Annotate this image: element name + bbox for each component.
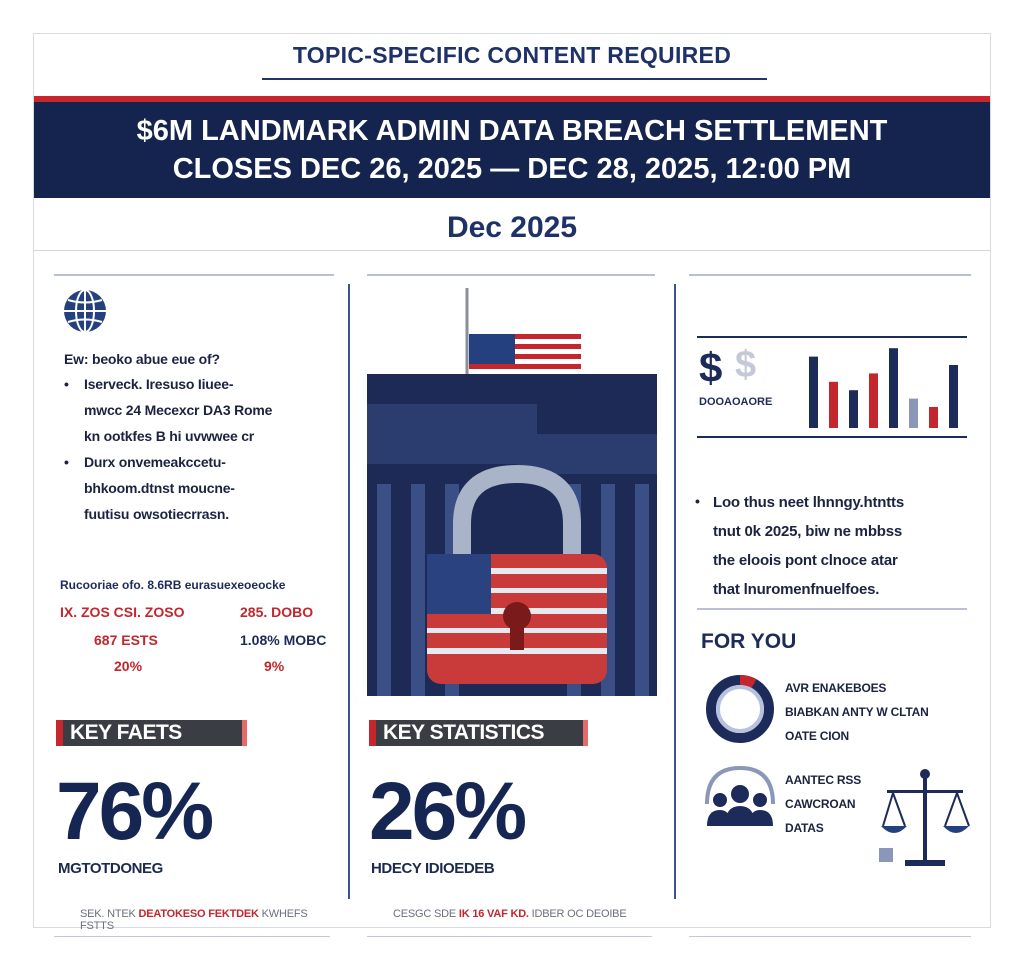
left-bullet-2: Durx onvemeakccetu- bhkoom.dtnst moucne-… [84,454,235,522]
right-column-top-rule [689,274,971,276]
middle-footnote-part-3: IDBER OC DEOIBE [531,908,627,920]
key-statistics-percentage: 26% [369,766,527,857]
left-footnote-part-3: KWHEFS FSTTS [80,908,308,932]
stat-3: 687 ESTS [94,632,158,648]
column-divider-1 [348,284,350,899]
banner-underline [262,78,767,80]
mini-chart-bar [949,365,958,428]
left-bullet-1: Iserveck. Iresuso Iiuee- mwcc 24 Mecexcr… [84,376,273,444]
left-column-top-rule [54,274,334,276]
key-facts-label: KEY FAETS [56,720,247,746]
middle-column-top-rule [367,274,655,276]
stat-1: IX. ZOS CSI. ZOSO [60,604,185,620]
middle-column: KEY STATISTICS 26% HDECY IDIOEDEB CESGC … [367,274,657,937]
mini-bar-chart [809,348,958,428]
stat-6: 9% [264,658,285,674]
mini-chart-bar [929,407,938,428]
left-bullet-dot-2: • [64,454,69,470]
middle-footnote-part-1: CESGC SDE [393,908,459,920]
mini-chart-bar [829,381,838,428]
right-divider [697,608,967,610]
key-facts-percentage: 76% [56,766,214,857]
padlock-icon [367,374,657,696]
chart-top-rule [697,336,967,338]
middle-footnote: CESGC SDE IK 16 VAF KD. IDBER OC DEOIBE [393,908,627,920]
date-label: Dec 2025 [34,198,990,251]
stats-header: Rucooriae ofo. 8.6RB eurasuexeoeocke [60,578,286,592]
right-bullet-text: Loo thus neet lhnngy.htntts tnut 0k 2025… [713,494,904,598]
left-column-bottom-rule [54,936,330,937]
chart-caption: DOOAOAORE [699,396,773,408]
headline-line-1: $6M LANDMARK ADMIN DATA BREACH SETTLEMEN… [136,115,888,147]
mini-chart-bar [809,356,818,428]
dollar-ghost-icon: $ [735,344,757,386]
dollar-icon: $ [699,344,723,391]
for-you-item-2: AANTEC RSS CAWCROAN DATAS [785,773,862,835]
headline-block: $6M LANDMARK ADMIN DATA BREACH SETTLEMEN… [34,102,990,198]
stat-5: 20% [114,658,143,674]
right-column: $ $ DOOAOAORE • Loo thus neet lhnngy.htn… [689,274,973,937]
red-accent-bar [34,96,990,102]
key-facts-sublabel: MGTOTDONEG [58,860,163,877]
people-group-icon [705,765,775,826]
headline-line-2: CLOSES DEC 26, 2025 — DEC 28, 2025, 12:0… [172,153,852,185]
mini-chart-bar [869,373,878,428]
key-statistics-sublabel: HDECY IDIOEDEB [371,860,495,877]
left-bullet-dot-1: • [64,376,69,392]
right-column-bottom-rule [689,936,971,937]
donut-icon [706,675,774,743]
left-intro-heading: Ew: beoko abue eue of? [64,351,220,367]
middle-column-bottom-rule [367,936,652,937]
padlock-flag-image [367,374,657,696]
stat-2: 285. DOBO [240,604,314,620]
for-you-item-1: AVR ENAKEBOES BIABKAN ANTY W CLTAN OATE … [785,681,929,743]
infographic-frame: TOPIC-SPECIFIC CONTENT REQUIRED $6M LAND… [33,33,991,937]
chart-bottom-rule [697,436,967,438]
stat-4: 1.08% MOBC [240,632,327,648]
key-statistics-label: KEY STATISTICS [369,720,588,746]
left-column: Ew: beoko abue eue of? • Iserveck. Iresu… [54,274,334,937]
left-footnote-part-1: SEK. NTEK [80,908,139,920]
top-banner: TOPIC-SPECIFIC CONTENT REQUIRED [292,42,732,68]
for-you-heading: FOR YOU [701,630,797,653]
middle-footnote-part-2: IK 16 VAF KD. [458,908,532,920]
right-bullet-dot: • [695,493,700,509]
scales-of-justice-icon [879,769,970,866]
left-footnote: SEK. NTEK DEATOKESO FEKTDEK KWHEFS FSTTS [80,908,334,932]
flag-icon [465,288,581,388]
mini-chart-bar [849,390,858,428]
mini-chart-bar [909,398,918,428]
left-footnote-part-2: DEATOKESO FEKTDEK [138,908,262,920]
mini-chart-bar [889,348,898,428]
globe-icon [64,289,106,333]
column-divider-2 [674,284,676,899]
